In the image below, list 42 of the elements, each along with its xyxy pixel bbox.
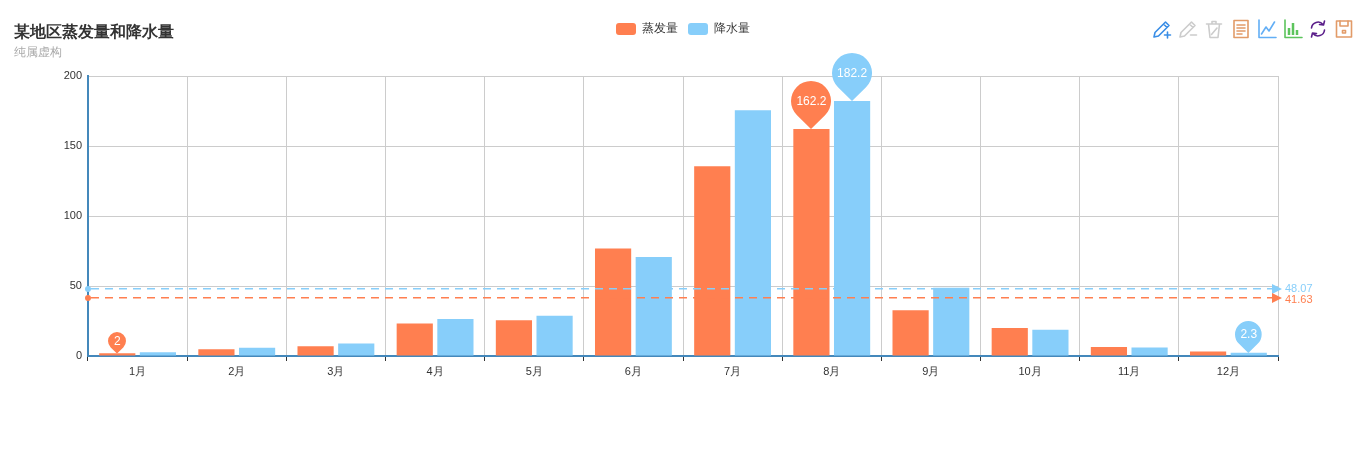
bar [1189, 351, 1227, 356]
bar [198, 349, 235, 356]
bar [991, 328, 1028, 356]
chart-title: 某地区蒸发量和降水量 [14, 22, 174, 42]
ref-line-label: 41.63 [1285, 292, 1313, 305]
legend-label: 降水量 [714, 21, 750, 36]
bar [338, 343, 375, 356]
x-tick-label: 1月 [129, 364, 147, 377]
bar [495, 320, 533, 356]
bar [892, 310, 929, 356]
x-tick-label: 8月 [823, 364, 841, 377]
x-tick-label: 2月 [228, 364, 246, 377]
x-tick-label: 6月 [624, 364, 642, 377]
ref-line-label: 48.07 [1285, 281, 1313, 294]
x-tick-label: 10月 [1018, 364, 1042, 377]
y-tick-label: 100 [63, 209, 82, 222]
bar [536, 315, 573, 356]
bar [238, 347, 276, 356]
data-label: 2.3 [1240, 327, 1258, 342]
x-tick-label: 7月 [724, 364, 742, 377]
y-tick-label: 150 [63, 139, 82, 152]
y-tick-label: 200 [63, 69, 82, 82]
x-tick-label: 11月 [1118, 364, 1141, 377]
bar [1131, 347, 1168, 356]
bar [1032, 329, 1069, 356]
x-tick-label: 4月 [426, 364, 444, 377]
bar [396, 323, 433, 356]
x-tick-label: 5月 [525, 364, 543, 377]
legend-label: 蒸发量 [642, 21, 678, 36]
bar [437, 319, 474, 356]
bar [1090, 347, 1128, 356]
data-label: 162.2 [796, 93, 827, 108]
chart-subtitle: 纯属虚构 [14, 45, 62, 59]
x-tick-label: 9月 [922, 364, 940, 377]
bar [297, 346, 334, 356]
data-label: 2 [113, 333, 121, 348]
x-tick-label: 12月 [1216, 364, 1241, 377]
y-tick-label: 0 [75, 349, 82, 362]
y-tick-label: 50 [69, 279, 82, 292]
x-tick-label: 3月 [327, 364, 345, 377]
bar [139, 352, 177, 356]
data-label: 182.2 [837, 65, 868, 80]
